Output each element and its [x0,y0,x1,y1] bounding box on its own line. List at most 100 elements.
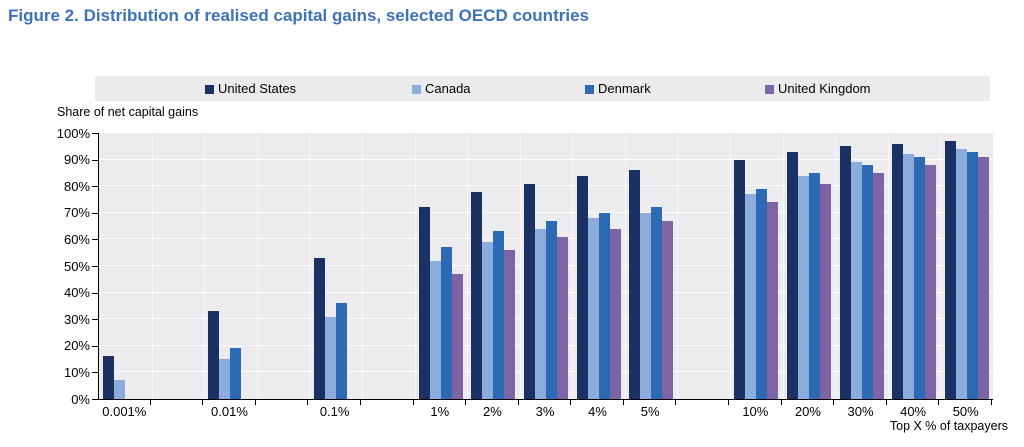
bar-slot [136,133,147,399]
bar-slot [504,133,516,399]
x-axis-tick-label: 5% [640,404,660,419]
x-axis-tick [307,400,309,405]
bar-slot [219,133,231,399]
bar-united-states-1- [418,207,430,399]
bar-canada-40- [903,154,915,399]
bar-slot [925,133,937,399]
v-gridline [414,133,416,399]
bar-slot [241,133,252,399]
bar-slot [767,133,779,399]
legend-item-united-states: United States [205,76,296,101]
bar-row [418,133,463,399]
bar-united-kingdom-10- [767,202,779,399]
bar-slot [609,133,621,399]
x-axis-tick [202,400,204,405]
bar-slot [977,133,989,399]
bar-slot [587,133,599,399]
y-axis-tick-label: 100% [56,125,90,141]
y-axis-ticks [92,133,98,400]
v-gridline [730,133,732,399]
bar-united-states-10- [734,159,746,399]
figure-title: Figure 2. Distribution of realised capit… [8,6,589,25]
v-gridline [467,133,469,399]
bar-slot [230,133,242,399]
x-axis-tick-label: 1% [430,404,450,419]
legend-marker-denmark [585,85,594,94]
bar-group-0-001- [99,133,152,399]
bar-group-5- [625,133,678,399]
bar-slot [640,133,652,399]
y-axis-tick [92,133,98,134]
plot-area [98,132,993,400]
bar-canada-3- [534,228,546,399]
y-axis-tick-label: 40% [63,285,90,301]
x-axis-tick-label: 40% [900,404,927,419]
bar-slot [482,133,494,399]
bar-united-states-0-01- [208,311,220,399]
y-axis-tick [92,212,98,214]
v-gridline [572,133,574,399]
bar-canada-30- [850,162,862,399]
bar-slot [903,133,915,399]
x-axis-tick [885,400,887,405]
bar-row [103,133,147,399]
bar-row [892,133,937,399]
legend-marker-united-states [205,85,214,94]
bar-slot [872,133,884,399]
h-gridline [99,185,993,187]
chart-legend: United States Canada Denmark United Kingdom [95,76,990,101]
bar-united-states-50- [944,140,956,399]
bar-slot [347,133,358,399]
y-axis-tick-label: 0% [71,391,90,407]
bar-canada-0-1- [324,316,336,399]
bar-denmark-3- [545,220,557,399]
v-gridline [782,133,784,399]
bar-slot [114,133,126,399]
bar-slot [471,133,483,399]
bar-united-kingdom-1- [451,273,463,399]
y-axis-tick-label: 50% [63,258,90,274]
x-axis-tick [149,400,151,405]
x-axis-tick-label: 2% [483,404,502,419]
bar-row [313,133,358,399]
x-axis-tick-labels: 0.001% 0.01% 0.1% 1% 2% 3% 4% 5% 10% 20% 30% 40% 50% [98,404,992,420]
bar-canada-20- [797,175,809,399]
bar-canada-2- [482,242,494,399]
x-axis-tick [938,400,940,405]
bar-united-states-5- [629,170,641,399]
legend-item-canada: Canada [412,76,471,101]
bar-slot [523,133,535,399]
bar-slot [598,133,610,399]
v-gridline [887,133,889,399]
bar-united-kingdom-3- [556,236,568,399]
bar-slot [734,133,746,399]
bar-group-50- [940,133,993,399]
bar-denmark-10- [756,188,768,399]
bar-slot [745,133,757,399]
x-axis-tick [675,400,677,405]
bar-slot [797,133,809,399]
legend-label: United States [218,81,297,96]
bar-united-kingdom-40- [925,164,937,399]
x-axis-tick-label: 4% [588,404,607,419]
v-gridline [361,133,363,399]
legend-marker-canada [412,85,421,94]
x-axis-tick-label: 50% [952,404,979,419]
bar-slot [418,133,430,399]
y-axis-tick [92,399,98,400]
x-axis-tick [570,400,572,405]
y-axis-tick [92,319,98,321]
x-axis-tick-label: 20% [794,404,821,419]
bar-canada-0-01- [219,359,231,399]
bar-slot [440,133,452,399]
bar-slot [662,133,674,399]
bar-row [471,133,516,399]
bar-canada-5- [640,212,652,399]
bar-united-kingdom-5- [662,220,674,399]
bar-denmark-40- [914,156,926,399]
x-axis-tick [359,400,361,405]
x-axis-tick-label: 3% [535,404,555,419]
y-axis-tick [92,186,98,188]
bar-slot [850,133,862,399]
bar-row [208,133,252,399]
